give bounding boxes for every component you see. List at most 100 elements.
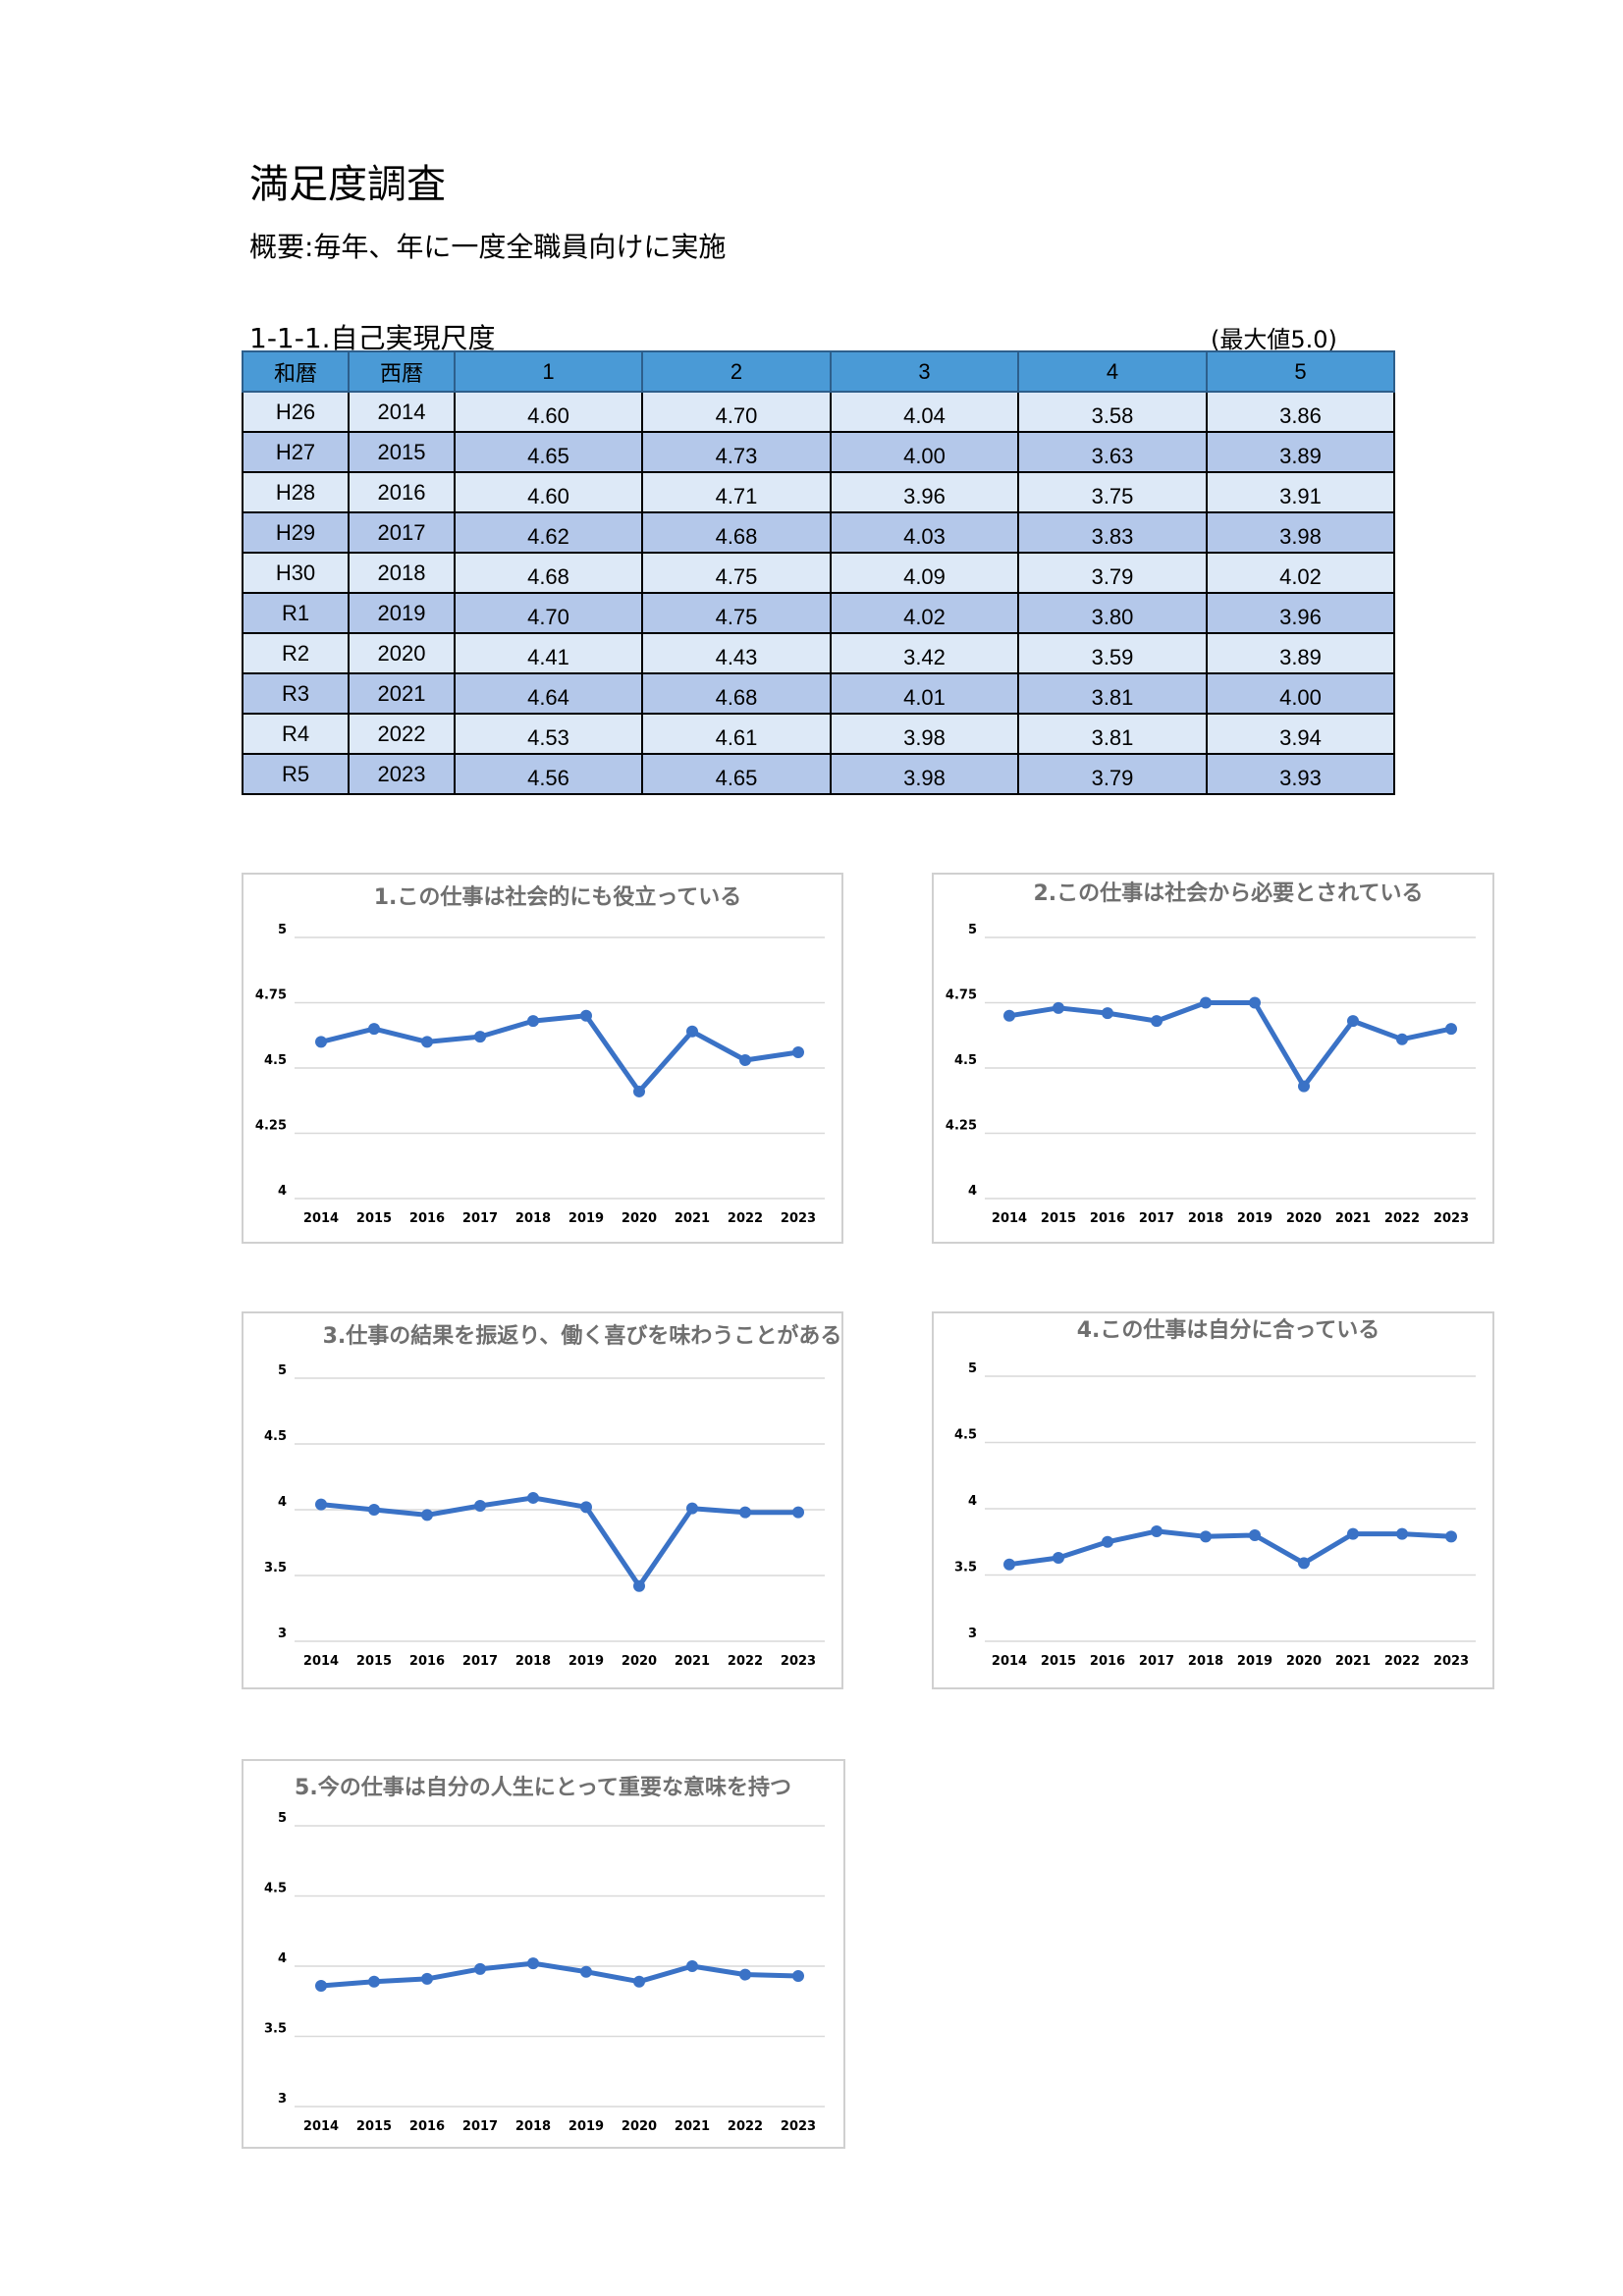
x-tick-label: 2014 — [992, 1211, 1027, 1226]
cell-q4: 3.83 — [1017, 511, 1208, 554]
cell-q5: 3.91 — [1206, 471, 1395, 513]
data-point — [792, 1506, 804, 1519]
data-point — [1151, 1524, 1163, 1537]
y-tick-label: 3.5 — [264, 2022, 287, 2037]
x-tick-label: 2021 — [675, 1654, 710, 1669]
data-point — [1396, 1033, 1408, 1045]
cell-q5: 3.89 — [1206, 431, 1395, 473]
data-point — [1053, 1001, 1064, 1014]
cell-q4: 3.58 — [1017, 391, 1208, 433]
data-point — [527, 1957, 539, 1970]
data-point — [527, 1491, 539, 1504]
x-tick-label: 2018 — [515, 1654, 551, 1669]
data-point — [474, 1962, 486, 1975]
cell-q3: 4.01 — [830, 672, 1019, 715]
series-line — [320, 1495, 798, 1589]
max-value-note: (最大値5.0) — [1211, 326, 1337, 353]
x-tick-label: 2015 — [1041, 1211, 1076, 1226]
x-tick-label: 2023 — [781, 1654, 816, 1669]
chart-title: 5.今の仕事は自分の人生にとって重要な意味を持つ — [295, 1775, 791, 1800]
x-tick-label: 2020 — [622, 1654, 657, 1669]
cell-q2: 4.70 — [641, 391, 832, 433]
x-tick-label: 2021 — [1335, 1211, 1371, 1226]
x-tick-label: 2022 — [728, 1654, 763, 1669]
cell-q1: 4.60 — [454, 391, 643, 433]
x-tick-label: 2017 — [462, 1654, 498, 1669]
cell-q1: 4.68 — [454, 552, 643, 594]
cell-q5: 3.98 — [1206, 511, 1395, 554]
x-tick-label: 2017 — [1139, 1654, 1174, 1669]
chart-q4-svg: 4.この仕事は自分に合っている 3 3.5 4 4.5 5 2014 2015 2016 2017… — [954, 1317, 1476, 1669]
x-tick-label: 2019 — [568, 2119, 604, 2134]
x-tick-label: 2018 — [1188, 1654, 1223, 1669]
cell-wareki: H29 — [242, 511, 350, 554]
data-point — [633, 1975, 645, 1988]
y-tick-label: 4.5 — [264, 1429, 287, 1444]
y-tick-label: 3 — [278, 1627, 287, 1641]
chart-title: 3.仕事の結果を振返り、働く喜びを味わうことがある — [323, 1323, 841, 1349]
chart-q2-svg: 2.この仕事は社会から必要とされている 4 4.25 4.5 4.75 5 2014 2015… — [946, 881, 1476, 1226]
x-tick-label: 2016 — [409, 2119, 445, 2134]
x-tick-label: 2020 — [1286, 1211, 1322, 1226]
x-tick-label: 2016 — [409, 1654, 445, 1669]
x-tick-label: 2022 — [1384, 1211, 1420, 1226]
cell-q3: 3.42 — [830, 632, 1019, 674]
data-point — [1347, 1527, 1359, 1540]
cell-q5: 3.94 — [1206, 713, 1395, 755]
chart-title: 2.この仕事は社会から必要とされている — [1033, 881, 1423, 906]
data-point — [686, 1025, 698, 1038]
chart-q4: 4.この仕事は自分に合っている 3 3.5 4 4.5 5 2014 2015 2016 2017… — [932, 1311, 1494, 1689]
cell-q4: 3.81 — [1017, 713, 1208, 755]
cell-q2: 4.61 — [641, 713, 832, 755]
x-tick-label: 2016 — [1090, 1211, 1125, 1226]
cell-q3: 3.98 — [830, 713, 1019, 755]
cell-wareki: H26 — [242, 391, 350, 433]
data-point — [421, 1036, 433, 1048]
x-tick-label: 2014 — [992, 1654, 1027, 1669]
data-point — [1200, 996, 1212, 1009]
data-point — [1102, 1535, 1113, 1548]
cell-wareki: H28 — [242, 471, 350, 513]
data-point — [1298, 1557, 1310, 1570]
cell-q2: 4.68 — [641, 511, 832, 554]
header-q4: 4 — [1017, 350, 1208, 393]
cell-seireki: 2019 — [348, 592, 456, 634]
y-tick-label: 5 — [278, 1811, 287, 1826]
x-tick-label: 2022 — [728, 1211, 763, 1226]
x-tick-label: 2016 — [409, 1211, 445, 1226]
cell-q4: 3.79 — [1017, 552, 1208, 594]
data-point — [1347, 1015, 1359, 1028]
chart-q1: 1.この仕事は社会的にも役立っている 4 4.25 4.5 4.75 5 2014 2015 2… — [242, 873, 843, 1244]
data-point — [1003, 1558, 1015, 1571]
x-tick-label: 2015 — [1041, 1654, 1076, 1669]
y-tick-label: 3 — [278, 2092, 287, 2107]
cell-q5: 3.93 — [1206, 753, 1395, 795]
x-tick-label: 2019 — [568, 1654, 604, 1669]
cell-q2: 4.68 — [641, 672, 832, 715]
cell-q1: 4.70 — [454, 592, 643, 634]
x-tick-label: 2021 — [675, 1211, 710, 1226]
data-point — [792, 1046, 804, 1059]
cell-wareki: R1 — [242, 592, 350, 634]
data-point — [686, 1502, 698, 1515]
data-point — [580, 1009, 592, 1022]
cell-q3: 4.03 — [830, 511, 1019, 554]
cell-wareki: R2 — [242, 632, 350, 674]
header-q3: 3 — [830, 350, 1019, 393]
cell-q5: 3.86 — [1206, 391, 1395, 433]
data-point — [1445, 1023, 1457, 1036]
data-point — [474, 1499, 486, 1512]
data-point — [368, 1504, 380, 1516]
y-tick-label: 5 — [968, 923, 977, 937]
x-tick-label: 2017 — [1139, 1211, 1174, 1226]
data-point — [474, 1031, 486, 1043]
x-tick-label: 2016 — [1090, 1654, 1125, 1669]
data-point — [368, 1023, 380, 1036]
x-tick-label: 2019 — [1237, 1654, 1272, 1669]
chart-q5-svg: 5.今の仕事は自分の人生にとって重要な意味を持つ 3 3.5 4 4.5 5 2014 201… — [264, 1775, 825, 2134]
data-point — [580, 1501, 592, 1514]
y-tick-label: 4.5 — [264, 1053, 287, 1068]
cell-q2: 4.43 — [641, 632, 832, 674]
x-tick-label: 2019 — [1237, 1211, 1272, 1226]
cell-q5: 3.89 — [1206, 632, 1395, 674]
